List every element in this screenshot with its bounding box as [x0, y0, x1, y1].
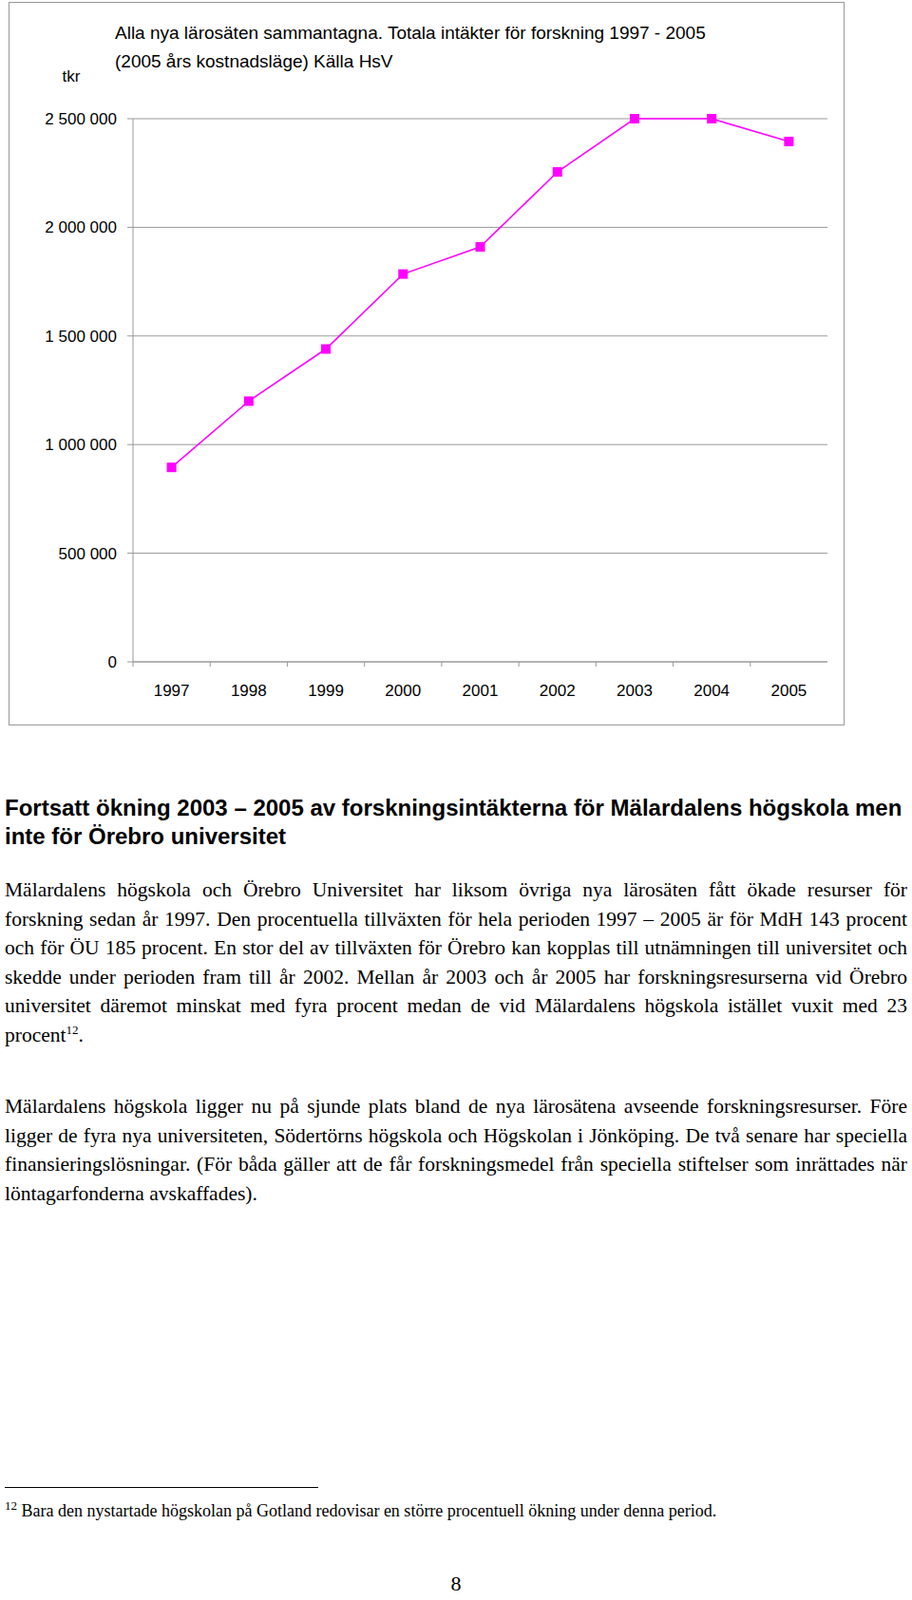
data-point: [167, 462, 177, 473]
grid-line: [133, 552, 828, 554]
data-point: [783, 136, 794, 147]
grid-line: [133, 227, 828, 228]
page-number: 8: [0, 1572, 912, 1597]
grid-line: [133, 118, 828, 120]
y-tick-label: 1 500 000: [44, 327, 117, 346]
data-point: [706, 114, 717, 124]
footnote-number: 12: [4, 1499, 18, 1514]
x-tick-label: 1999: [307, 682, 344, 701]
paragraph-text: Mälardalens högskola ligger nu på sjunde…: [4, 1095, 908, 1206]
x-tick-label: 2000: [384, 682, 421, 701]
x-tick-label: 1998: [230, 682, 267, 701]
y-tick-label: 0: [108, 653, 117, 672]
y-tick-label: 2 500 000: [44, 110, 117, 129]
tick-mark: [127, 662, 133, 664]
subtitle-text: (2005 års kostnadsläge) Källa HsV: [114, 51, 394, 72]
grid-line: [133, 444, 828, 446]
x-tick: [595, 662, 597, 667]
tick-mark: [127, 118, 133, 120]
y-tick-label: 500 000: [58, 545, 117, 564]
data-point: [475, 242, 486, 252]
data-point: [244, 396, 254, 406]
tick-mark: [127, 335, 133, 337]
paragraph-text: Mälardalens högskola och Örebro Universi…: [4, 878, 908, 1047]
x-tick-label: 1997: [153, 682, 190, 701]
y-tick-label: 2 000 000: [44, 218, 117, 237]
x-tick: [286, 662, 288, 667]
footnote-text: Bara den nystartade högskolan på Gotland…: [21, 1501, 718, 1521]
tick-mark: [127, 552, 133, 554]
x-tick: [518, 662, 520, 667]
x-tick-label: 2003: [616, 682, 653, 701]
x-tick: [440, 662, 442, 667]
x-tick: [672, 662, 674, 667]
title-text: Alla nya lärosäten sammantagna. Totala i…: [114, 22, 706, 43]
x-tick-label: 2001: [462, 682, 499, 701]
x-tick: [209, 662, 211, 667]
y-tick-label: 1 000 000: [44, 436, 117, 455]
x-tick-label: 2005: [770, 682, 807, 701]
paragraph: Mälardalens högskola och Örebro Universi…: [4, 875, 908, 1050]
paragraph: Mälardalens högskola ligger nu på sjunde…: [4, 1092, 908, 1209]
footnote-ref: 12: [65, 1022, 78, 1037]
y-axis: [133, 118, 134, 663]
tick-mark: [127, 444, 133, 446]
paragraph-end: .: [77, 1024, 83, 1047]
y-axis-label: tkr: [62, 67, 81, 86]
data-line: [171, 118, 790, 468]
heading: Fortsatt ökning 2003 – 2005 av forskning…: [4, 794, 908, 852]
x-tick: [133, 662, 134, 667]
x-tick: [363, 662, 365, 667]
x-axis: [133, 662, 828, 664]
data-point: [552, 167, 563, 177]
chart-title: Alla nya lärosäten sammantagna. Totala i…: [114, 19, 742, 76]
data-point: [629, 114, 640, 124]
tick-mark: [127, 227, 133, 228]
grid-line: [133, 662, 828, 664]
footnote-rule: [4, 1487, 319, 1489]
x-tick: [749, 662, 751, 667]
x-tick-label: 2004: [693, 682, 730, 701]
data-point: [321, 344, 331, 355]
plot-area: [167, 114, 795, 473]
data-point: [398, 269, 408, 280]
grid-line: [133, 335, 828, 337]
footnote: 12 Bara den nystartade högskolan på Gotl…: [4, 1499, 908, 1524]
chart-frame: [9, 2, 845, 726]
x-tick-label: 2002: [539, 682, 576, 701]
chart: tkr 0 500 000 1 000 000 1 500 000 2 000 000 2 …: [0, 0, 912, 732]
